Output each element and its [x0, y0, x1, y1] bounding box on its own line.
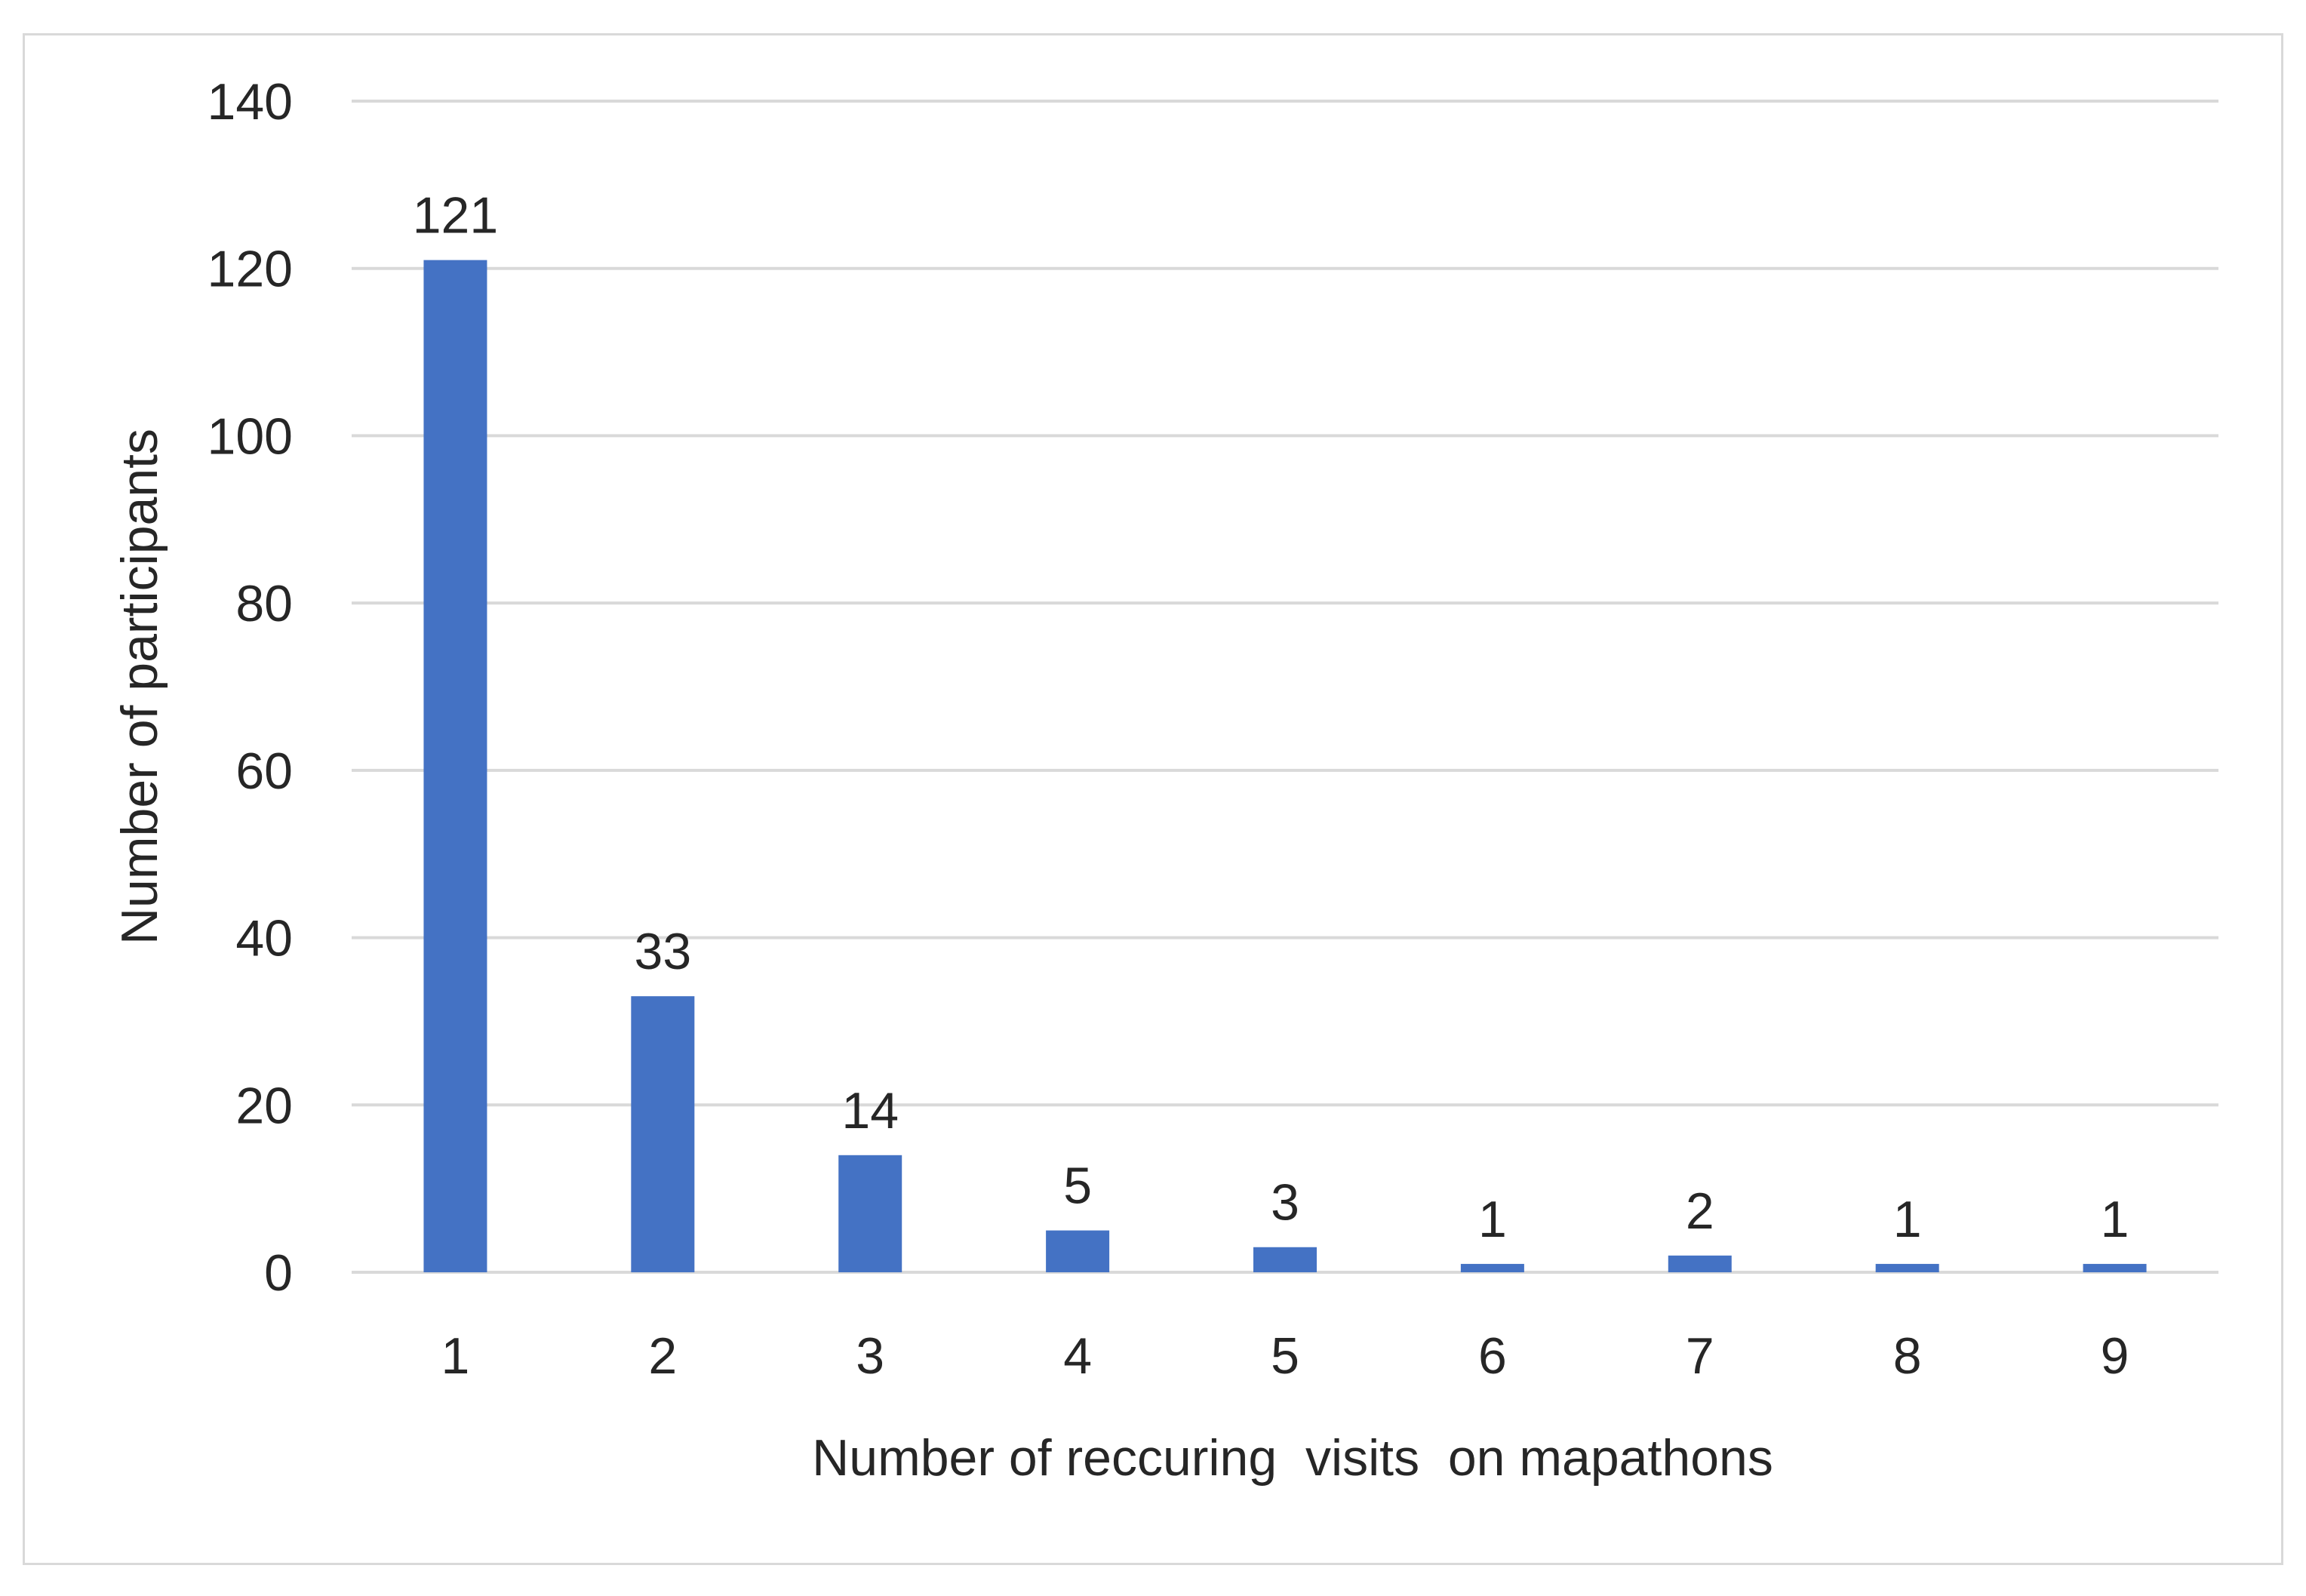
bar-9 — [2083, 1263, 2147, 1272]
x-axis-title: Number of reccuring visits on mapathons — [812, 1429, 1773, 1487]
bar-2 — [631, 996, 695, 1272]
bar-6 — [1460, 1263, 1524, 1272]
data-label-7: 2 — [1686, 1182, 1714, 1240]
data-label-6: 1 — [1478, 1191, 1507, 1248]
chart-frame — [23, 33, 2283, 1565]
x-tick-label-9: 9 — [2101, 1327, 2129, 1385]
x-tick-label-1: 1 — [441, 1327, 470, 1385]
y-axis-title: Number of participants — [111, 429, 168, 945]
x-tick-label-8: 8 — [1893, 1327, 1922, 1385]
bar-7 — [1668, 1255, 1732, 1272]
x-axis-ticks: 1 2 3 4 5 6 7 8 9 — [441, 1327, 2129, 1385]
data-label-9: 1 — [2101, 1191, 2129, 1248]
x-tick-label-5: 5 — [1271, 1327, 1299, 1385]
x-tick-label-3: 3 — [856, 1327, 884, 1385]
bar-5 — [1253, 1247, 1317, 1272]
bar-3 — [838, 1155, 902, 1272]
data-label-4: 5 — [1063, 1158, 1092, 1215]
x-tick-label-2: 2 — [648, 1327, 677, 1385]
y-tick-label: 120 — [208, 241, 293, 298]
y-tick-label: 140 — [208, 73, 293, 131]
data-label-2: 33 — [635, 923, 692, 980]
y-axis-ticks: 0 20 40 60 80 100 120 140 — [208, 73, 293, 1302]
data-label-1: 121 — [413, 187, 498, 244]
y-tick-label: 20 — [235, 1077, 293, 1134]
bar-8 — [1875, 1263, 1939, 1272]
y-tick-label: 100 — [208, 407, 293, 465]
y-tick-label: 0 — [264, 1244, 293, 1302]
x-tick-label-7: 7 — [1686, 1327, 1714, 1385]
data-label-5: 3 — [1271, 1174, 1299, 1232]
y-tick-label: 80 — [235, 575, 293, 632]
y-tick-label: 60 — [235, 743, 293, 800]
data-label-8: 1 — [1893, 1191, 1922, 1248]
bars — [423, 260, 2147, 1273]
y-tick-label: 40 — [235, 910, 293, 967]
x-tick-label-6: 6 — [1478, 1327, 1507, 1385]
bar-1 — [423, 260, 487, 1273]
bar-4 — [1046, 1230, 1110, 1272]
x-tick-label-4: 4 — [1063, 1327, 1092, 1385]
data-label-3: 14 — [841, 1082, 899, 1139]
